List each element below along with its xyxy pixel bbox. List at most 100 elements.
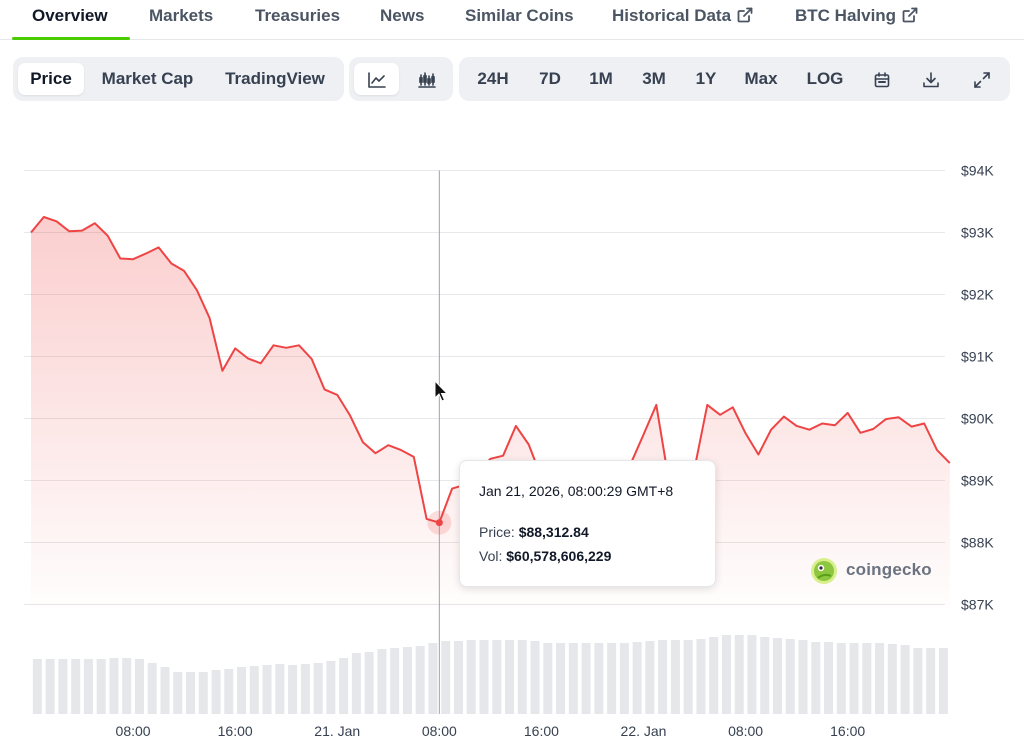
volume-bar bbox=[645, 641, 655, 714]
chart-tooltip: Jan 21, 2026, 08:00:29 GMT+8 Price: $88,… bbox=[459, 460, 716, 587]
volume-bar bbox=[96, 659, 106, 714]
tab-treasuries[interactable]: Treasuries bbox=[255, 6, 341, 25]
tab-markets[interactable]: Markets bbox=[149, 6, 214, 25]
volume-bar bbox=[32, 659, 42, 714]
tooltip-price-row: Price: $88,312.84 bbox=[479, 524, 589, 540]
tab-historical-data[interactable]: Historical Data bbox=[612, 6, 753, 26]
volume-bar bbox=[262, 665, 272, 714]
active-tab-indicator bbox=[12, 37, 130, 40]
volume-bar bbox=[186, 672, 196, 714]
tooltip-price-label: Price: bbox=[479, 524, 515, 540]
volume-bar bbox=[875, 643, 885, 714]
volume-bar bbox=[938, 648, 948, 714]
volume-bar bbox=[453, 641, 463, 714]
volume-bar bbox=[492, 640, 502, 714]
line-chart-button[interactable] bbox=[354, 63, 399, 95]
volume-bar bbox=[734, 635, 744, 714]
volume-bar bbox=[479, 640, 489, 714]
volume-bar bbox=[71, 659, 81, 714]
volume-bar bbox=[798, 640, 808, 714]
price-line bbox=[30, 216, 951, 524]
range-1m-button[interactable]: 1M bbox=[589, 69, 613, 88]
external-link-icon bbox=[902, 7, 918, 23]
download-button[interactable] bbox=[913, 63, 949, 95]
tab-similar-coins[interactable]: Similar Coins bbox=[465, 6, 574, 25]
volume-bar bbox=[696, 639, 706, 714]
volume-bar bbox=[326, 661, 336, 714]
range-1y-button[interactable]: 1Y bbox=[695, 69, 717, 88]
volume-bar bbox=[760, 637, 770, 714]
tab-historical-data-label: Historical Data bbox=[612, 6, 732, 25]
calendar-button[interactable] bbox=[864, 63, 900, 95]
volume-bar bbox=[568, 643, 578, 714]
volume-bar bbox=[543, 643, 553, 714]
tooltip-price-value: $88,312.84 bbox=[518, 524, 589, 540]
volume-bar bbox=[173, 672, 183, 714]
y-tick-label: $89K bbox=[961, 473, 994, 489]
volume-bar bbox=[607, 643, 617, 714]
volume-bar bbox=[900, 645, 910, 714]
volume-bar bbox=[351, 653, 361, 714]
volume-bar bbox=[721, 635, 731, 714]
tradingview-button[interactable]: TradingView bbox=[225, 69, 325, 88]
market-cap-button[interactable]: Market Cap bbox=[101, 69, 194, 88]
y-tick-label: $88K bbox=[961, 535, 994, 551]
volume-bar bbox=[836, 643, 846, 714]
volume-bar bbox=[339, 658, 349, 714]
external-link-icon bbox=[737, 7, 753, 23]
tooltip-vol-value: $60,578,606,229 bbox=[506, 548, 612, 564]
x-tick-label: 16:00 bbox=[830, 723, 865, 739]
price-button[interactable]: Price bbox=[18, 63, 84, 95]
volume-bar bbox=[364, 652, 374, 714]
range-24h-button[interactable]: 24H bbox=[477, 69, 509, 88]
candlestick-icon bbox=[417, 71, 436, 88]
volume-bar bbox=[747, 635, 757, 714]
tab-news[interactable]: News bbox=[380, 6, 425, 25]
price-area-fill bbox=[31, 217, 950, 609]
volume-bar bbox=[632, 642, 642, 714]
volume-bar bbox=[862, 643, 872, 714]
y-tick-label: $90K bbox=[961, 411, 994, 427]
tab-bar: Overview Markets Treasuries News Similar… bbox=[0, 0, 1024, 40]
tooltip-date: Jan 21, 2026, 08:00:29 GMT+8 bbox=[479, 483, 674, 499]
tab-btc-halving[interactable]: BTC Halving bbox=[795, 6, 918, 26]
volume-bar bbox=[288, 665, 298, 714]
volume-bar bbox=[415, 646, 425, 714]
volume-bar bbox=[134, 659, 144, 714]
coingecko-logo-icon bbox=[811, 558, 837, 584]
volume-bar bbox=[887, 644, 897, 714]
range-3m-button[interactable]: 3M bbox=[642, 69, 666, 88]
tooltip-volume-row: Vol: $60,578,606,229 bbox=[479, 548, 611, 564]
volume-bar bbox=[785, 639, 795, 714]
expand-button[interactable] bbox=[964, 63, 1000, 95]
tab-overview[interactable]: Overview bbox=[32, 6, 108, 25]
tab-btc-halving-label: BTC Halving bbox=[795, 6, 897, 25]
volume-bar bbox=[109, 658, 119, 714]
volume-bar bbox=[441, 641, 451, 714]
mouse-cursor bbox=[434, 379, 449, 402]
tooltip-vol-label: Vol: bbox=[479, 548, 503, 564]
volume-bar bbox=[83, 659, 93, 714]
volume-bar bbox=[772, 638, 782, 714]
volume-bar bbox=[824, 642, 834, 714]
candlestick-button[interactable] bbox=[404, 63, 449, 95]
range-max-button[interactable]: Max bbox=[744, 69, 778, 88]
volume-bar bbox=[237, 667, 247, 714]
y-tick-label: $91K bbox=[961, 349, 994, 365]
x-tick-label: 16:00 bbox=[218, 723, 253, 739]
volume-bar bbox=[300, 664, 310, 714]
watermark-text: coingecko bbox=[846, 560, 932, 579]
volume-bar bbox=[926, 648, 936, 714]
volume-bar bbox=[122, 658, 132, 714]
range-toolbar: 24H 7D 1M 3M 1Y Max LOG bbox=[459, 57, 1010, 101]
expand-icon bbox=[974, 71, 990, 88]
range-7d-button[interactable]: 7D bbox=[539, 69, 561, 88]
volume-bar bbox=[658, 640, 668, 714]
hover-point bbox=[435, 519, 443, 527]
volume-bar bbox=[390, 648, 400, 714]
y-tick-label: $92K bbox=[961, 287, 994, 303]
x-tick-label: 08:00 bbox=[728, 723, 763, 739]
volume-bar bbox=[709, 637, 719, 714]
log-scale-button[interactable]: LOG bbox=[806, 69, 844, 88]
